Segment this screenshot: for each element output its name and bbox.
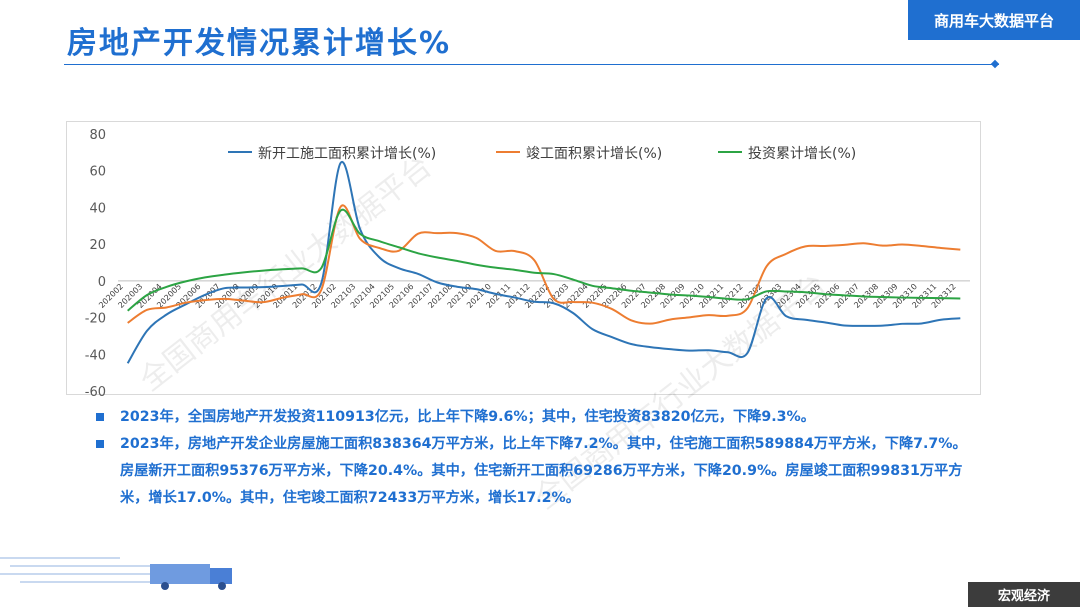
note-text: 2023年，房地产开发企业房屋施工面积838364万平方米，比上年下降7.2%。… [120,436,967,506]
chart-frame [66,121,981,395]
square-bullet-icon [96,413,104,421]
page-title: 房地产开发情况累计增长% [67,26,452,61]
watermark-text: 全国商用车行业大数据平台 [133,149,438,398]
note-item: 2023年，全国房地产开发投资110913亿元，比上年下降9.6%；其中，住宅投… [92,404,972,431]
brand-badge: 商用车大数据平台 [908,0,1080,40]
y-tick-label: -40 [85,348,106,363]
brand-label: 商用车大数据平台 [933,11,1054,30]
square-bullet-icon [96,440,104,448]
legend-label: 投资累计增长(%) [748,146,856,162]
series-line-3 [127,208,961,312]
y-tick-label: 0 [98,275,106,290]
y-tick-label: -60 [85,385,106,400]
legend-label: 新开工施工面积累计增长(%) [258,146,436,162]
title-underline [64,64,999,65]
truck-decoration-icon [0,557,232,590]
section-tag-label: 宏观经济 [997,589,1050,604]
y-tick-label: 80 [89,128,106,143]
series-line-1 [126,161,961,364]
y-tick-label: -20 [85,312,106,327]
notes-list: 2023年，全国房地产开发投资110913亿元，比上年下降9.6%；其中，住宅投… [92,404,972,512]
note-text: 2023年，全国房地产开发投资110913亿元，比上年下降9.6%；其中，住宅投… [120,409,815,425]
note-item: 2023年，房地产开发企业房屋施工面积838364万平方米，比上年下降7.2%。… [92,431,972,512]
section-tag: 宏观经济 [968,582,1080,607]
legend-label: 竣工面积累计增长(%) [526,146,662,162]
y-tick-label: 20 [89,238,106,253]
y-tick-label: 60 [89,165,106,180]
y-tick-label: 40 [89,201,106,216]
